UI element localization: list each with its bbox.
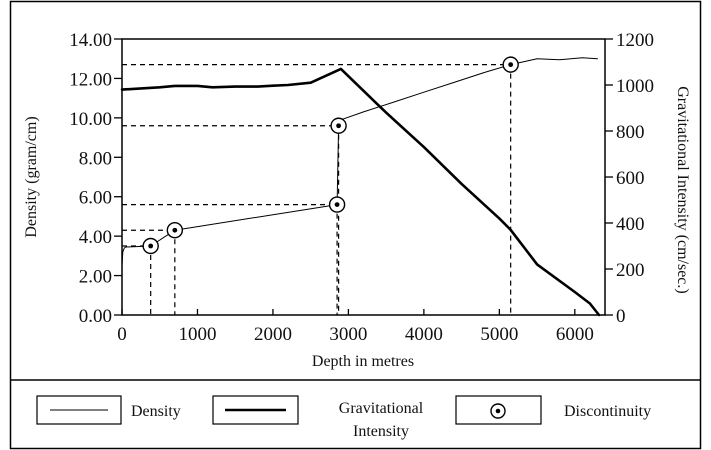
x-tick-label: 2000	[254, 324, 292, 345]
density-line	[121, 57, 598, 267]
y-right-tick-label: 1200	[616, 30, 654, 51]
legend: Density Gravitational Intensity Disconti…	[36, 395, 651, 440]
y-left-tick-label: 8.00	[79, 148, 112, 169]
legend-discontinuity-label: Discontinuity	[564, 403, 651, 420]
discontinuity-marker-dot	[336, 123, 341, 129]
figure-border	[9, 0, 702, 450]
y-left-tick-label: 12.00	[69, 69, 112, 90]
x-tick-label: 5000	[480, 324, 518, 345]
y-right-tick-label: 400	[616, 214, 645, 235]
series-lines	[120, 57, 601, 317]
y-left-tick-label: 4.00	[79, 227, 112, 248]
y-left-tick-label: 2.00	[79, 267, 112, 288]
guide-lines	[122, 64, 512, 315]
discontinuity-marker-dot	[334, 202, 340, 208]
y-right-tick-label: 200	[616, 260, 645, 281]
discontinuity-marker-dot	[148, 243, 154, 249]
discontinuity-marker-dot	[508, 62, 514, 68]
gravitational-intensity-line	[120, 67, 601, 317]
y-right-tick-label: 600	[616, 168, 645, 189]
y-left-tick-label: 6.00	[79, 188, 112, 209]
discontinuity-markers	[142, 56, 519, 255]
y-left-tick-label: 0.00	[79, 306, 112, 327]
x-axis-title: Depth in metres	[312, 353, 414, 370]
x-tick-label: 1000	[178, 324, 216, 345]
x-tick-label: 3000	[329, 324, 367, 345]
y-right-tick-label: 800	[616, 122, 645, 143]
legend-gravity-label-line2: Intensity	[353, 423, 409, 440]
y-left-tick-label: 10.00	[69, 109, 112, 130]
right-axis-title: Gravitational Intensity (cm/sec.)	[674, 86, 691, 293]
left-axis-title: Density (gram/cm)	[23, 116, 40, 237]
plot-area	[121, 38, 606, 316]
legend-density-box	[36, 395, 122, 425]
legend-discontinuity-dot	[495, 408, 501, 414]
legend-gravity-box	[212, 395, 299, 425]
legend-gravity-label-line1: Gravitational	[339, 400, 424, 417]
x-tick-label: 4000	[405, 324, 443, 345]
x-tick-label: 0	[117, 324, 127, 345]
legend-discontinuity-box	[455, 395, 542, 425]
discontinuity-marker-dot	[172, 227, 178, 233]
y-right-tick-label: 1000	[616, 76, 654, 97]
y-right-tick-label: 0	[616, 306, 626, 327]
legend-density-label: Density	[131, 403, 181, 420]
axis-ticks: 0.00 2.00 4.00 6.00 8.00 10.00 12.00 14.00 0 200 4…	[69, 30, 654, 345]
y-left-tick-label: 14.00	[69, 30, 112, 51]
x-tick-label: 6000	[556, 324, 594, 345]
